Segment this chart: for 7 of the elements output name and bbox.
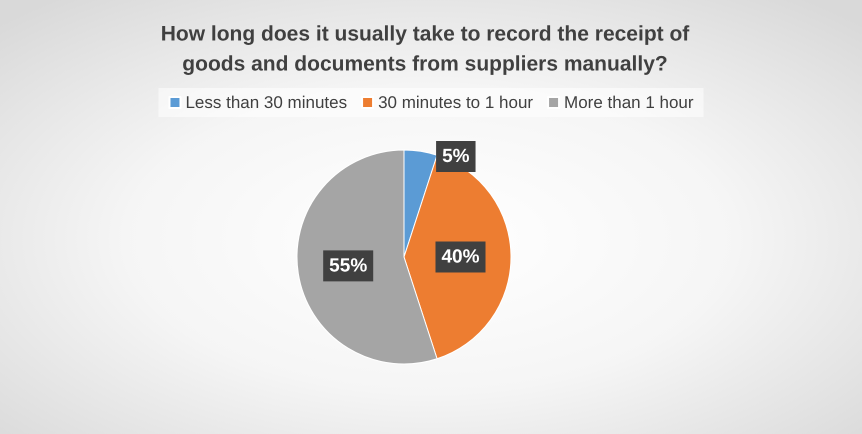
data-label: 55% bbox=[329, 255, 368, 276]
data-label: 5% bbox=[442, 146, 470, 167]
legend-label: 30 minutes to 1 hour bbox=[378, 93, 534, 112]
chart-title: How long does it usually take to record the receipt of goods and documents from suppliers manually? bbox=[160, 22, 690, 76]
data-label: 40% bbox=[441, 246, 480, 268]
legend-label: More than 1 hour bbox=[564, 93, 694, 112]
legend-label: Less than 30 minutes bbox=[185, 93, 348, 112]
